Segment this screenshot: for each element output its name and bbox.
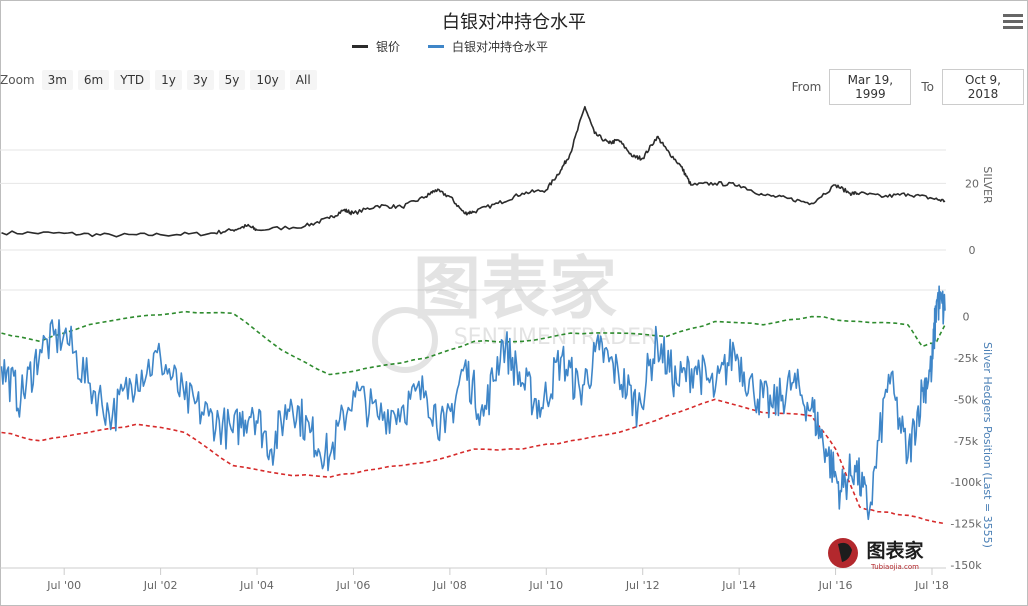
upper-band-line [1, 310, 946, 376]
hedgers-tick-label: -25k [954, 352, 979, 365]
zoom-button-1y[interactable]: 1y [155, 70, 182, 90]
hedgers-tick-label: -75k [954, 435, 979, 448]
chart-title: 白银对冲持仓水平 [442, 12, 586, 33]
hamburger-menu-icon[interactable] [1003, 14, 1023, 32]
hedgers-tick-label: -125k [950, 518, 982, 531]
legend: 银价 白银对冲持仓水平 [352, 38, 548, 55]
tubiaojia-logo: 图表家 Tubiaojia.com [828, 538, 924, 571]
hedgers-tick-label: 0 [963, 311, 970, 324]
watermark-main-text: 图表家 [413, 250, 617, 329]
x-tick-label: Jul '18 [914, 579, 949, 592]
zoom-label: Zoom [0, 73, 35, 87]
watermark-sub-text: SENTIMENTRADER [454, 325, 657, 350]
silver-axis-title: SILVER [981, 166, 994, 204]
hedgers-position-line [0, 285, 946, 521]
zoom-button-ytd[interactable]: YTD [114, 70, 151, 90]
range-to-label: To [921, 80, 934, 94]
lower-band-line [1, 398, 946, 525]
x-tick-label: Jul '16 [818, 579, 853, 592]
range-from-label: From [791, 80, 822, 94]
x-tick-label: Jul '06 [336, 579, 371, 592]
zoom-button-6m[interactable]: 6m [77, 70, 110, 90]
range-from-input[interactable]: Mar 19, 1999 [829, 69, 912, 105]
logo-url: Tubiaojia.com [870, 563, 919, 571]
hedgers-tick-label: -150k [950, 559, 982, 572]
x-tick-label: Jul '04 [239, 579, 274, 592]
date-range-selector: From Mar 19, 1999 To Oct 9, 2018 [792, 69, 1024, 105]
x-tick-label: Jul '00 [46, 579, 81, 592]
x-tick-label: Jul '02 [143, 579, 178, 592]
zoom-button-5y[interactable]: 5y [218, 70, 246, 90]
hedgers-tick-label: -100k [950, 476, 982, 489]
x-tick-label: Jul '14 [721, 579, 756, 592]
silver-tick-label: 20 [965, 177, 979, 190]
zoom-bar: Zoom 3m 6m YTD 1y 3y 5y 10y All [0, 70, 322, 90]
legend-item-silver-price[interactable]: 银价 [352, 38, 400, 55]
silver-price-line [1, 105, 946, 238]
zoom-button-3m[interactable]: 3m [41, 70, 73, 90]
gridlines [0, 149, 946, 291]
legend-label-silver-price: 银价 [376, 40, 401, 54]
x-tick-label: Jul '10 [528, 579, 563, 592]
hedgers-tick-label: -50k [954, 393, 979, 406]
watermark: 图表家 SENTIMENTRADER [372, 250, 657, 373]
x-tick-label: Jul '08 [432, 579, 467, 592]
logo-text: 图表家 [866, 539, 924, 562]
x-tick-label: Jul '12 [625, 579, 660, 592]
hedgers-axis-title: Silver Hedgers Position (Last = 3555) [981, 342, 994, 548]
legend-label-hedgers-position: 白银对冲持仓水平 [452, 40, 549, 54]
series [0, 105, 946, 525]
zoom-button-10y[interactable]: 10y [250, 70, 285, 90]
legend-swatch-hedgers-position [428, 45, 445, 48]
watermark-magnifier-icon [372, 307, 438, 373]
axes: SILVER Silver Hedgers Position (Last = 3… [0, 166, 994, 592]
silver-tick-label: 0 [969, 244, 976, 257]
range-to-input[interactable]: Oct 9, 2018 [942, 69, 1024, 105]
legend-item-hedgers-position[interactable]: 白银对冲持仓水平 [428, 38, 548, 55]
legend-swatch-silver-price [352, 45, 368, 48]
zoom-button-3y[interactable]: 3y [186, 70, 214, 90]
zoom-button-all[interactable]: All [289, 70, 317, 90]
